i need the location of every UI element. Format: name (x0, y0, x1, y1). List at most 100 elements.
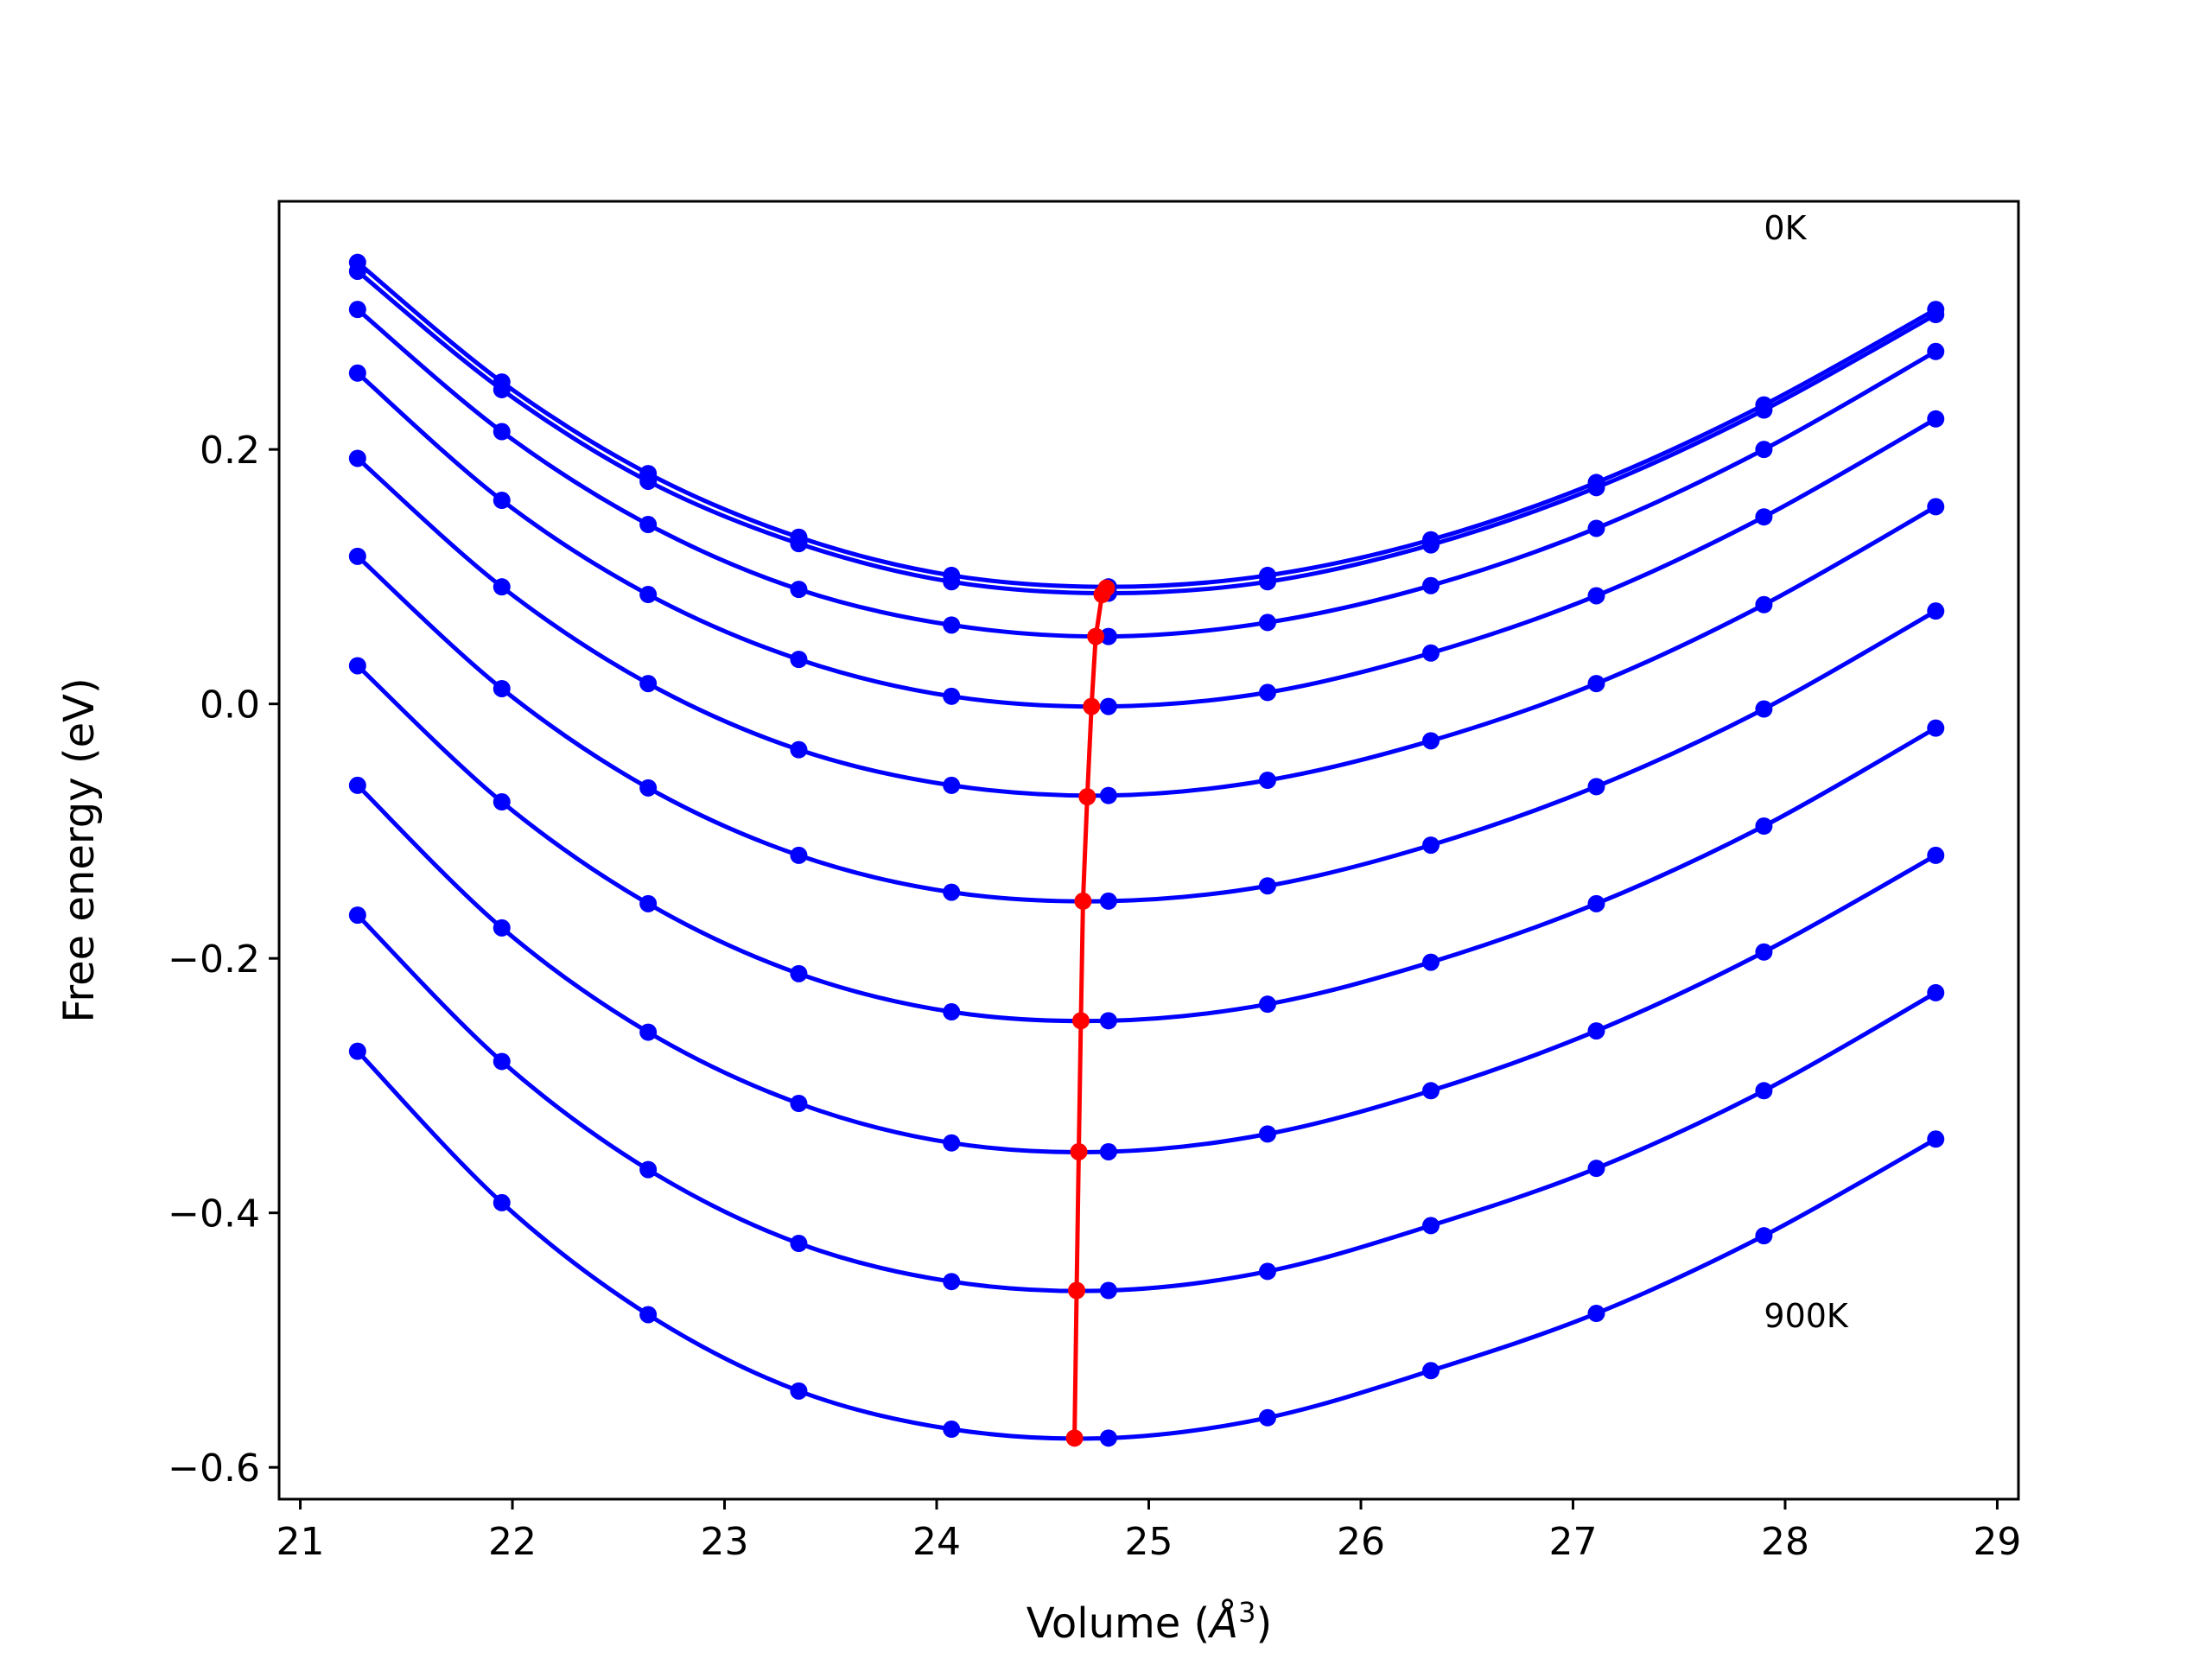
data-point (639, 894, 658, 912)
data-point (1755, 595, 1773, 613)
x-tick-label: 22 (488, 1520, 537, 1564)
x-tick-label: 25 (1125, 1520, 1173, 1564)
minima-point (1065, 1429, 1084, 1447)
data-point (1422, 953, 1440, 971)
data-point (1587, 778, 1605, 796)
data-point (493, 1193, 511, 1211)
minima-point (1074, 892, 1092, 910)
data-point (1755, 817, 1773, 836)
data-point (493, 1052, 511, 1071)
y-tick-label: −0.2 (168, 938, 260, 982)
data-point (1258, 995, 1276, 1014)
data-point (348, 262, 366, 280)
x-axis-label: Volume (Å3) (1027, 1596, 1272, 1648)
data-point (790, 964, 808, 982)
x-tick-label: 26 (1337, 1520, 1385, 1564)
data-point (1587, 1305, 1605, 1323)
y-axis: −0.6 −0.4 −0.2 0.0 0.2 (168, 429, 279, 1491)
data-point (1927, 1130, 1945, 1148)
data-point (1755, 1227, 1773, 1245)
x-axis-label-unit: Å (1207, 1599, 1238, 1648)
x-axis-label-close: ) (1255, 1599, 1272, 1648)
data-point (943, 616, 961, 634)
y-tick-label: 0.0 (200, 683, 260, 728)
data-point (1258, 1125, 1276, 1143)
data-point (1099, 1142, 1117, 1160)
data-point (493, 793, 511, 811)
data-point (639, 586, 658, 604)
minima-point (1083, 697, 1101, 715)
data-point (1755, 508, 1773, 526)
series-9 (348, 906, 1945, 1300)
x-axis: 21 22 23 24 25 26 27 28 29 (276, 1499, 2021, 1564)
x-tick-label: 21 (276, 1520, 325, 1564)
y-tick-label: 0.2 (200, 429, 260, 473)
minima-point (1078, 788, 1096, 806)
series-7 (348, 657, 1945, 1030)
data-point (348, 301, 366, 319)
y-tick-label: −0.4 (168, 1192, 260, 1236)
data-point (1927, 983, 1945, 1001)
data-point (1422, 732, 1440, 750)
data-point (1587, 1160, 1605, 1178)
data-point (1422, 1082, 1440, 1100)
data-point (1422, 1362, 1440, 1380)
data-point (493, 423, 511, 441)
series-10 (348, 1042, 1945, 1447)
annotation-bottom: 900K (1764, 1297, 1849, 1335)
data-point (1927, 498, 1945, 516)
data-point (348, 776, 366, 794)
series-3 (348, 301, 1945, 645)
data-point (1587, 519, 1605, 537)
data-point (943, 1273, 961, 1291)
data-point (1587, 587, 1605, 605)
data-point (1587, 894, 1605, 912)
data-point (1099, 697, 1117, 715)
data-point (493, 492, 511, 510)
data-point (790, 846, 808, 864)
data-point (348, 547, 366, 565)
data-point (639, 779, 658, 797)
data-point (1587, 675, 1605, 693)
data-point (1099, 1012, 1117, 1030)
data-point (1258, 613, 1276, 632)
x-axis-label-text: Volume ( (1027, 1599, 1211, 1648)
data-point (790, 535, 808, 553)
minima-point (1087, 627, 1105, 645)
data-point (790, 1382, 808, 1400)
data-point (1927, 410, 1945, 428)
data-point (1099, 1429, 1117, 1447)
data-point (1927, 306, 1945, 324)
data-point (943, 1134, 961, 1152)
y-axis-label: Free energy (eV) (55, 677, 104, 1022)
data-point (943, 687, 961, 705)
data-point (1927, 846, 1945, 864)
data-point (639, 1160, 658, 1179)
data-point (1099, 786, 1117, 804)
minima-point (1093, 586, 1111, 604)
data-point (639, 472, 658, 490)
data-point (790, 581, 808, 599)
minima-point (1071, 1012, 1090, 1030)
data-point (1099, 892, 1117, 910)
data-point (1422, 536, 1440, 554)
data-point (1587, 1022, 1605, 1040)
data-point (1927, 719, 1945, 737)
minima-point (1070, 1142, 1088, 1160)
data-point (790, 741, 808, 759)
data-point (1755, 700, 1773, 718)
data-point (639, 1023, 658, 1041)
series-8 (348, 776, 1945, 1160)
data-point (1422, 1217, 1440, 1235)
data-point (1927, 602, 1945, 620)
data-point (1927, 342, 1945, 360)
x-tick-label: 23 (701, 1520, 749, 1564)
plot-content (348, 253, 1945, 1447)
data-point (348, 1042, 366, 1060)
data-point (348, 906, 366, 925)
data-point (1099, 1281, 1117, 1300)
data-point (639, 516, 658, 534)
data-point (1258, 1262, 1276, 1281)
